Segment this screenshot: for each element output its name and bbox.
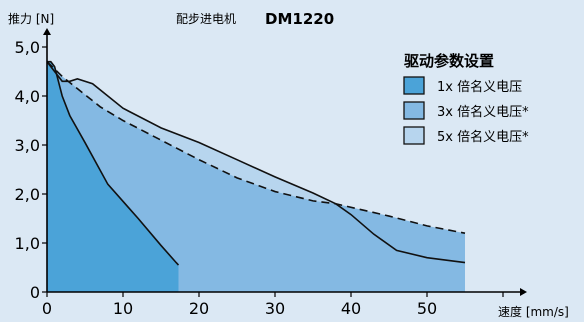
x-axis-label: 速度 [mm/s]: [498, 304, 569, 319]
series-line-3: [46, 61, 466, 264]
y-tick-label: 4,0: [15, 87, 40, 106]
series-area-1: [47, 61, 179, 293]
series-lines: [46, 60, 466, 266]
x-tick-label: 40: [341, 299, 361, 318]
y-axis-label: 推力 [N]: [8, 12, 54, 26]
x-tick-label: 50: [417, 299, 437, 318]
chart-title-prefix: 配步进电机: [176, 12, 236, 26]
y-axis-arrow-icon: [43, 28, 51, 35]
y-tick-label: 1,0: [15, 234, 40, 253]
x-tick-label: 20: [189, 299, 209, 318]
series-line-2: [46, 61, 466, 234]
legend-swatch-2: [403, 101, 425, 120]
legend-label-1: 1x 倍名义电压: [437, 79, 522, 95]
legend: 驱动参数设置 1x 倍名义电压 3x 倍名义电压* 5x 倍名义电压*: [403, 52, 529, 145]
chart-title-model: DM1220: [265, 10, 334, 28]
legend-label-3: 5x 倍名义电压*: [437, 129, 529, 145]
y-tick-label: 5,0: [15, 38, 40, 57]
y-tick-label: 2,0: [15, 185, 40, 204]
x-tick-label: 30: [265, 299, 285, 318]
legend-swatch-3: [403, 126, 425, 145]
x-tick-label: 10: [113, 299, 133, 318]
y-tick-label: 0: [30, 283, 40, 302]
series-line-1: [47, 60, 180, 266]
axes: [42, 28, 527, 297]
series-fills: [47, 61, 465, 293]
y-tick-label: 3,0: [15, 136, 40, 155]
legend-label-2: 3x 倍名义电压*: [437, 104, 529, 120]
x-tick-label: 0: [42, 299, 52, 318]
tick-labels: 0 10 20 30 40 50 0 1,0 2,0 3,0 4,0 5,0: [15, 38, 438, 318]
legend-title: 驱动参数设置: [404, 52, 494, 70]
legend-swatch-1: [403, 76, 425, 95]
x-axis-arrow-icon: [520, 288, 527, 296]
